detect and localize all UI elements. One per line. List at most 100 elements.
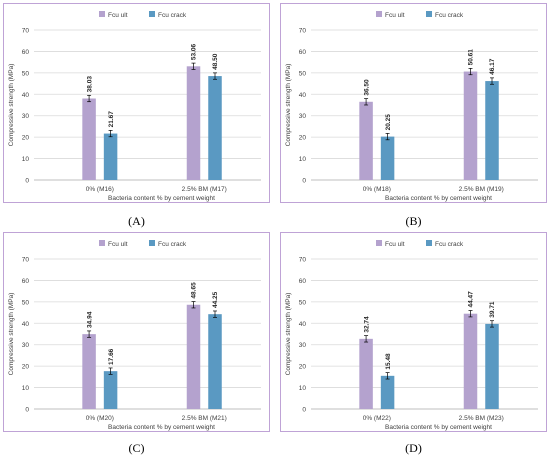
x-tick-label: 0% (M22)	[363, 415, 391, 422]
data-label: 21.67	[108, 111, 115, 128]
bar	[82, 334, 96, 409]
y-tick-label: 20	[22, 135, 30, 142]
legend-label: Fcu ult	[108, 12, 128, 19]
y-tick-label: 10	[299, 156, 307, 163]
chart-frame	[3, 232, 270, 432]
legend-swatch	[99, 240, 105, 246]
y-tick-label: 0	[302, 178, 306, 185]
chart-panel-c: 0 10 20 30 40 50 60 70 Compressive strength (MPa…	[3, 232, 270, 432]
y-tick-label: 60	[299, 278, 307, 285]
data-label: 32.74	[363, 316, 370, 333]
data-label: 53.06	[191, 43, 198, 60]
legend-label: Fcu crack	[435, 12, 464, 19]
bar	[359, 101, 373, 180]
y-tick-label: 50	[22, 299, 30, 306]
legend-label: Fcu crack	[435, 241, 464, 248]
x-tick-label: 2.5% BM (M23)	[459, 415, 504, 422]
y-tick-label: 30	[299, 113, 307, 120]
x-axis-label: Bacteria content % by cement weight	[385, 195, 492, 202]
bar	[82, 98, 96, 180]
data-label: 50.61	[468, 49, 475, 66]
y-tick-label: 70	[22, 28, 30, 35]
chart-panel-d: 0 10 20 30 40 50 60 70 Compressive strength (MPa…	[280, 232, 547, 432]
chart-b: 0 10 20 30 40 50 60 70 Compressive strength (MPa…	[280, 3, 547, 203]
y-tick-label: 40	[299, 321, 307, 328]
y-tick-label: 20	[299, 135, 307, 142]
y-tick-label: 20	[22, 364, 30, 371]
bar	[463, 313, 478, 409]
panel-caption-a: (A)	[128, 214, 145, 228]
data-label: 15.48	[385, 353, 392, 370]
data-label: 39.71	[489, 301, 496, 318]
y-tick-label: 50	[299, 70, 307, 77]
legend-swatch	[149, 240, 155, 246]
bar	[380, 136, 395, 180]
data-label: 44.47	[468, 291, 475, 308]
y-tick-label: 0	[25, 407, 29, 414]
y-tick-label: 10	[22, 156, 30, 163]
y-tick-label: 40	[299, 92, 307, 99]
y-tick-label: 30	[22, 113, 30, 120]
y-axis-label: Compressive strength (MPa)	[8, 64, 15, 147]
y-tick-label: 50	[22, 70, 30, 77]
y-tick-label: 40	[22, 321, 30, 328]
x-tick-label: 2.5% BM (M19)	[459, 186, 504, 193]
panel-caption-c: (C)	[128, 441, 145, 455]
y-tick-label: 70	[299, 257, 307, 264]
y-tick-label: 60	[299, 49, 307, 56]
x-axis-label: Bacteria content % by cement weight	[108, 195, 215, 202]
chart-frame	[3, 3, 270, 203]
y-axis-label: Compressive strength (MPa)	[8, 293, 15, 376]
x-axis-label: Bacteria content % by cement weight	[385, 424, 492, 431]
legend-label: Fcu ult	[385, 12, 405, 19]
chart-panel-a: 0 10 20 30 40 50 60 70 Compressive strength (MPa…	[3, 3, 270, 203]
data-label: 44.25	[212, 291, 219, 308]
panel-caption-d: (D)	[405, 441, 422, 455]
y-tick-label: 10	[22, 385, 30, 392]
x-tick-label: 0% (M16)	[86, 186, 114, 193]
y-axis-label: Compressive strength (MPa)	[285, 293, 292, 376]
y-tick-label: 30	[299, 342, 307, 349]
y-tick-label: 60	[22, 49, 30, 56]
legend-label: Fcu crack	[158, 241, 187, 248]
y-tick-label: 10	[299, 385, 307, 392]
legend-label: Fcu crack	[158, 12, 187, 19]
bar	[359, 338, 373, 409]
legend-swatch	[426, 240, 432, 246]
bar	[208, 314, 222, 409]
chart-panel-b: 0 10 20 30 40 50 60 70 Compressive strength (MPa…	[280, 3, 547, 203]
bar	[103, 371, 118, 409]
y-tick-label: 70	[299, 28, 307, 35]
x-axis-label: Bacteria content % by cement weight	[108, 424, 215, 431]
legend-label: Fcu ult	[108, 241, 128, 248]
y-tick-label: 0	[302, 407, 306, 414]
x-tick-label: 2.5% BM (M21)	[182, 415, 227, 422]
chart-frame	[280, 3, 547, 203]
y-tick-label: 70	[22, 257, 30, 264]
y-tick-label: 60	[22, 278, 30, 285]
legend-swatch	[149, 11, 155, 17]
y-axis-label: Compressive strength (MPa)	[285, 64, 292, 147]
y-tick-label: 50	[299, 299, 307, 306]
legend-label: Fcu ult	[385, 241, 405, 248]
data-label: 34.94	[86, 311, 93, 328]
chart-d: 0 10 20 30 40 50 60 70 Compressive strength (MPa…	[280, 232, 547, 432]
y-tick-label: 0	[25, 178, 29, 185]
data-label: 17.66	[108, 348, 115, 365]
x-tick-label: 0% (M18)	[363, 186, 391, 193]
data-label: 46.17	[489, 58, 496, 75]
bar	[485, 81, 499, 180]
x-tick-label: 2.5% BM (M17)	[182, 186, 227, 193]
data-label: 36.50	[363, 79, 370, 96]
legend-swatch	[426, 11, 432, 17]
y-tick-label: 40	[22, 92, 30, 99]
y-tick-label: 20	[299, 364, 307, 371]
bar	[186, 66, 201, 180]
data-label: 20.25	[385, 114, 392, 131]
data-label: 48.50	[212, 53, 219, 70]
bar	[208, 76, 222, 180]
legend-swatch	[376, 240, 382, 246]
x-tick-label: 0% (M20)	[86, 415, 114, 422]
data-label: 48.65	[191, 282, 198, 299]
chart-frame	[280, 232, 547, 432]
